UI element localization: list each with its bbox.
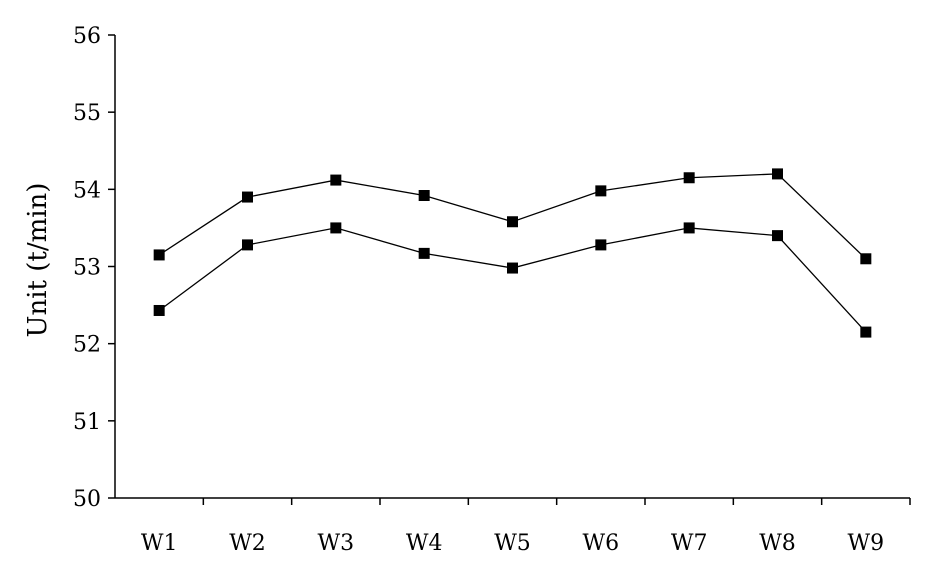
data-point-marker	[242, 191, 253, 203]
x-tick-label: W1	[141, 531, 178, 556]
y-tick-label: 56	[73, 24, 101, 49]
x-tick-label: W7	[671, 531, 708, 556]
y-tick-label: 50	[73, 487, 101, 512]
data-point-marker	[242, 239, 253, 251]
series-line-2	[158, 227, 867, 333]
data-point-marker	[595, 239, 607, 251]
x-tick-label: W3	[318, 531, 355, 556]
x-tick-label: W9	[848, 531, 885, 556]
x-tick-label: W8	[759, 531, 796, 556]
data-point-marker	[507, 262, 518, 274]
x-tick-label: W2	[229, 531, 266, 556]
y-tick-label: 52	[73, 333, 101, 358]
x-tick-label: W4	[406, 531, 443, 556]
data-point-marker	[507, 216, 518, 228]
data-point-marker	[153, 304, 165, 316]
data-point-marker	[772, 168, 783, 180]
data-point-marker	[595, 185, 607, 197]
y-ticks: 50 51 52 53 54 55 56	[73, 24, 115, 512]
data-point-marker	[330, 222, 342, 234]
series-layer	[153, 168, 872, 338]
y-tick-label: 51	[73, 410, 101, 435]
data-point-marker	[683, 172, 695, 184]
y-tick-label: 53	[73, 256, 101, 281]
data-point-marker	[772, 230, 783, 242]
data-point-marker	[860, 253, 872, 265]
y-tick-label: 55	[73, 101, 101, 126]
data-point-marker	[330, 174, 342, 186]
data-point-marker	[860, 326, 872, 338]
data-point-marker	[418, 190, 430, 202]
x-tick-label: W6	[583, 531, 620, 556]
y-tick-label: 54	[73, 178, 101, 203]
data-point-marker	[153, 249, 165, 261]
data-point-marker	[683, 222, 695, 234]
y-axis-title: Unit (t/min)	[23, 183, 53, 338]
data-point-marker	[418, 247, 430, 259]
x-ticks: W1 W2 W3 W4 W5 W6 W7 W8 W9	[141, 498, 911, 556]
x-tick-label: W5	[494, 531, 531, 556]
